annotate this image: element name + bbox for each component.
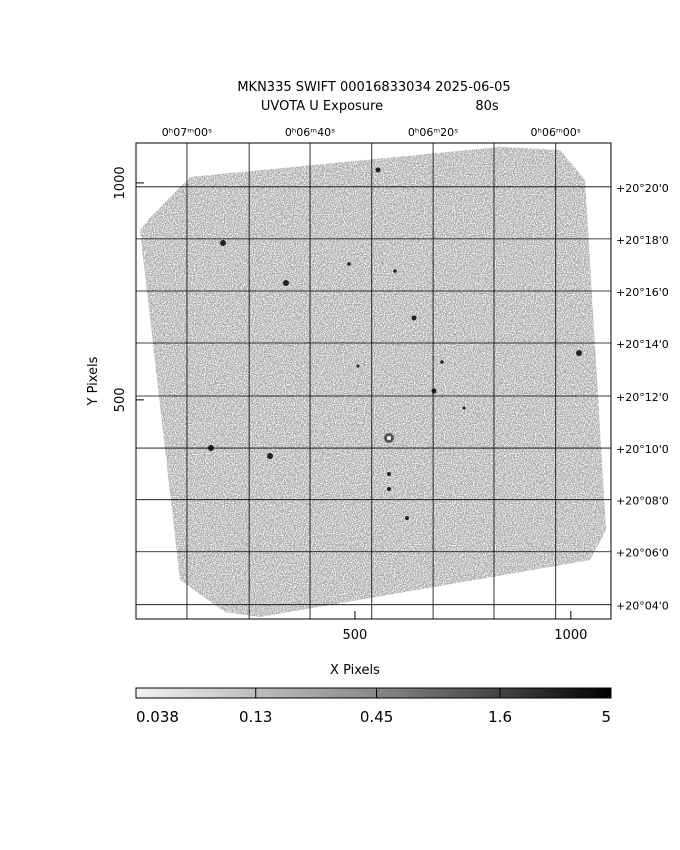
dec-tick-label: +20°12'0 — [616, 391, 669, 404]
dec-tick-label: +20°06'0 — [616, 547, 669, 560]
colorbar — [135, 687, 612, 699]
ra-tick-label: 0ʰ06ᵐ20ˢ — [408, 126, 458, 139]
ra-tick-label: 0ʰ06ᵐ40ˢ — [285, 126, 335, 139]
colorbar-tick-label: 5 — [601, 708, 611, 726]
dec-tick-label: +20°14'0 — [616, 338, 669, 351]
y-axis-label: Y Pixels — [86, 356, 101, 406]
dec-tick-label: +20°16'0 — [616, 286, 669, 299]
y-tick-label: 1000 — [113, 166, 128, 199]
colorbar-tick-label: 0.13 — [239, 708, 272, 726]
exposure: 80s — [475, 99, 499, 114]
colorbar-tick-label: 0.038 — [136, 708, 179, 726]
ra-tick-label: 0ʰ06ᵐ00ˢ — [531, 126, 581, 139]
colorbar-tick-label: 1.6 — [488, 708, 512, 726]
chart-title: MKN335 SWIFT 00016833034 2025-06-05 — [237, 80, 510, 95]
subtitle: UVOTA U Exposure — [261, 99, 383, 114]
exposure-image — [140, 147, 606, 617]
x-tick-label: 1000 — [554, 628, 587, 643]
dec-tick-label: +20°08'0 — [616, 495, 669, 508]
dec-tick-label: +20°18'0 — [616, 234, 669, 247]
dec-tick-label: +20°04'0 — [616, 600, 669, 613]
dec-tick-label: +20°10'0 — [616, 443, 669, 456]
x-axis-label: X Pixels — [330, 663, 380, 678]
sources — [208, 167, 582, 520]
plot-frame — [135, 142, 612, 620]
y-tick-label: 500 — [113, 387, 128, 412]
colorbar-tick-label: 0.45 — [360, 708, 393, 726]
dec-tick-label: +20°20'0 — [616, 182, 669, 195]
ra-tick-label: 0ʰ07ᵐ00ˢ — [162, 126, 212, 139]
x-tick-label: 500 — [343, 628, 368, 643]
